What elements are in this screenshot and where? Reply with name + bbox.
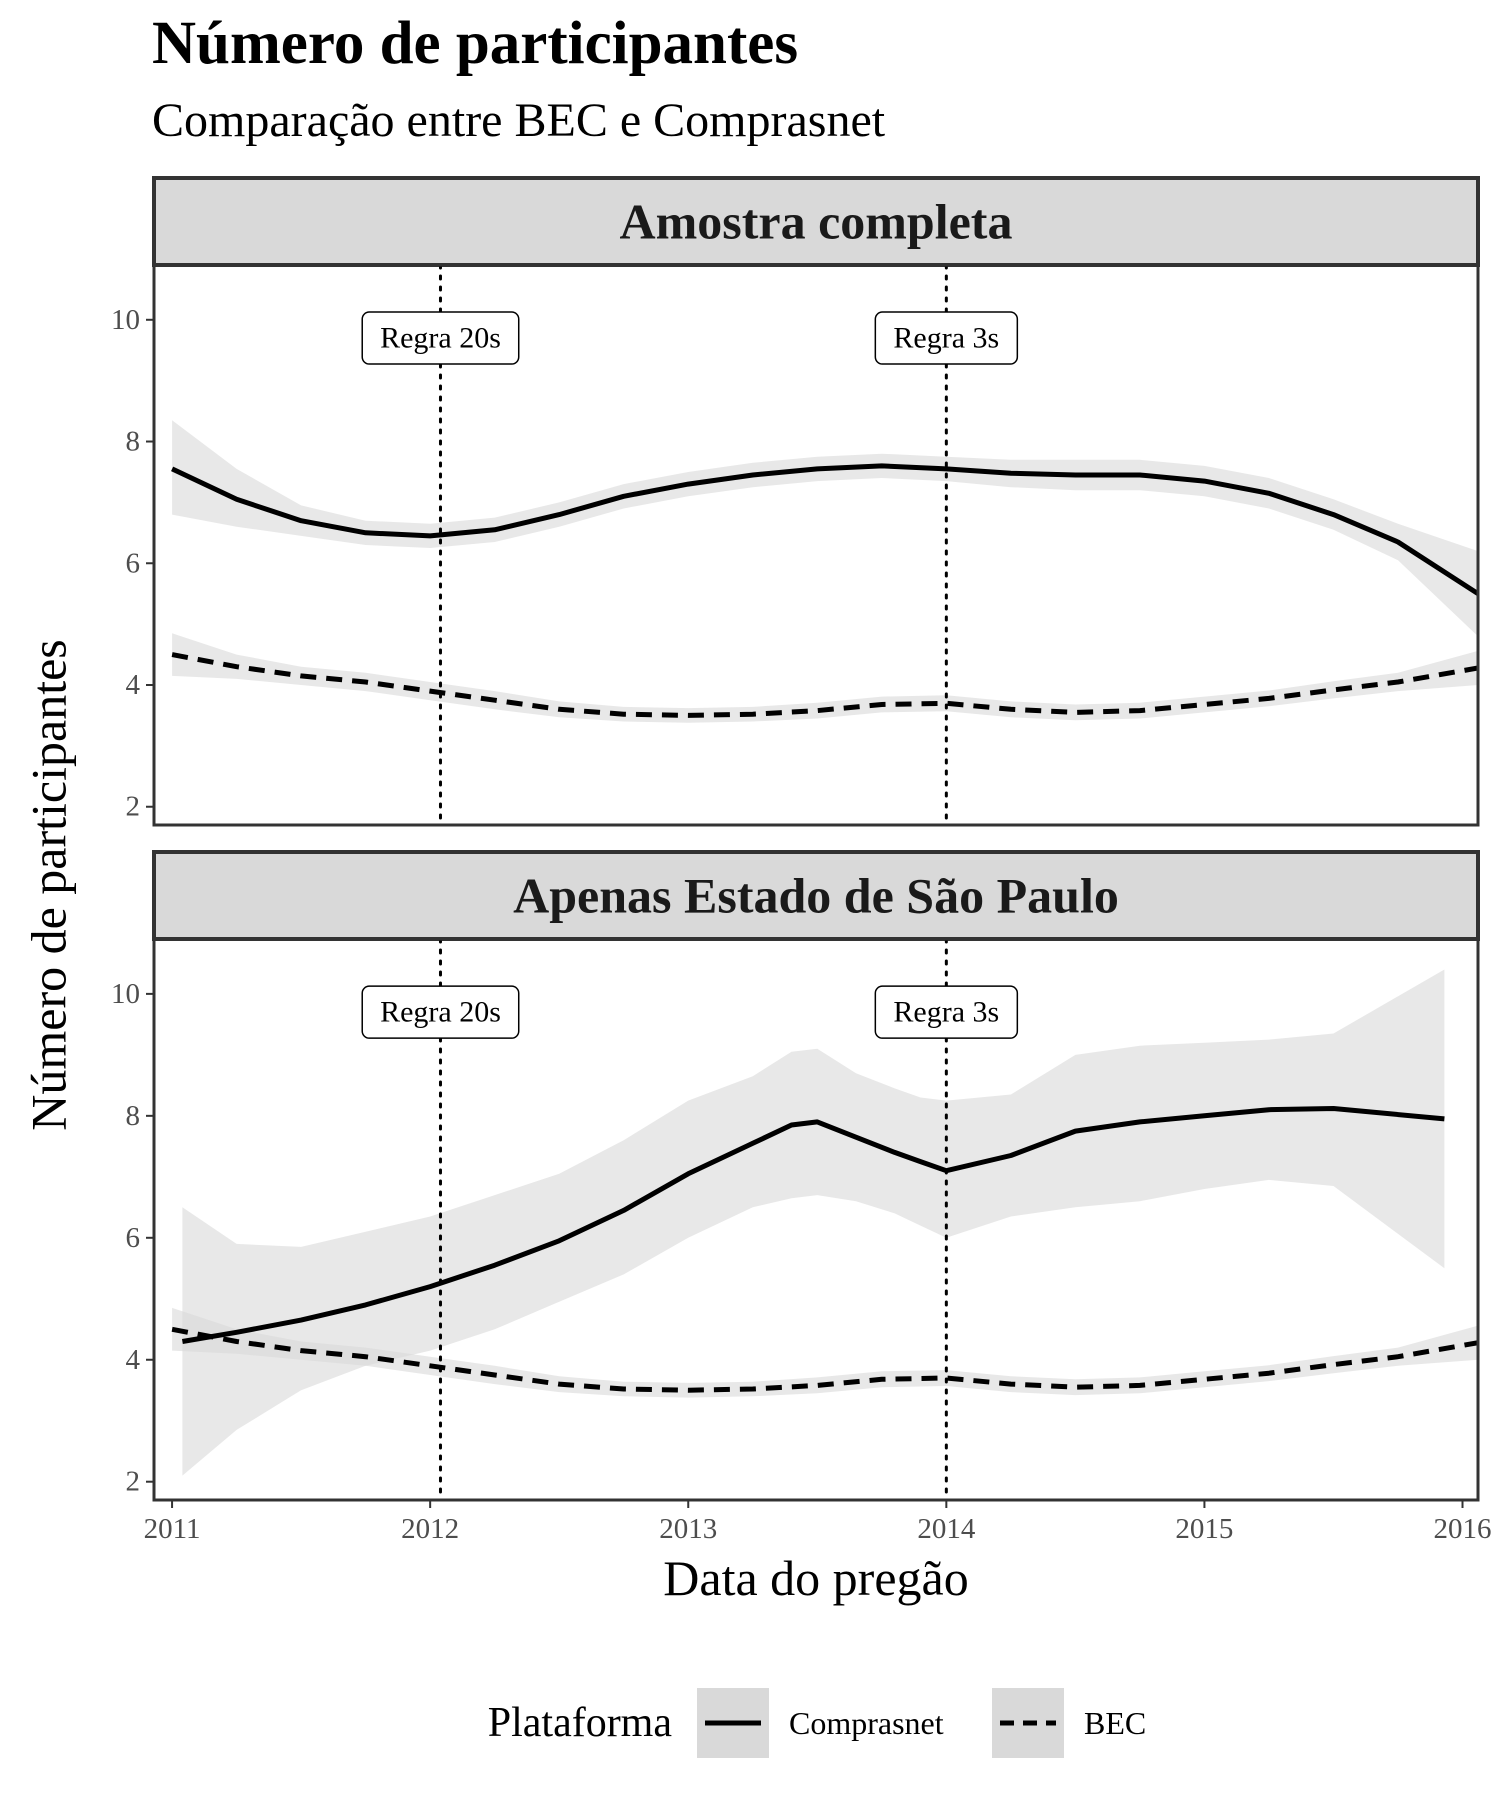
- series-line-comprasnet: [171, 463, 1478, 596]
- y-tick-label: 10: [111, 978, 140, 1010]
- legend-label-bec: BEC: [1084, 1705, 1146, 1741]
- panel-strip-label: Amostra completa: [620, 194, 1013, 250]
- annotation-box-1: [361, 311, 520, 365]
- y-tick-label: 8: [126, 426, 141, 458]
- y-axis-title: Número de participantes: [21, 639, 77, 1130]
- x-axis: 2011 2012 2013 2014 2015 2016: [144, 1500, 1492, 1545]
- y-tick-label: 2: [126, 791, 141, 823]
- panel-strip-label: Apenas Estado de São Paulo: [513, 868, 1119, 924]
- annotation-label-1: Regra 20s: [380, 996, 501, 1029]
- panel-plot-area: [171, 939, 1478, 1500]
- annotation-label-2: Regra 3s: [893, 322, 999, 355]
- annotation-label-2: Regra 3s: [893, 996, 999, 1029]
- y-tick-label: 2: [126, 1466, 141, 1498]
- confidence-band-comprasnet: [182, 969, 1445, 1476]
- annotation-label-1: Regra 20s: [380, 322, 501, 355]
- confidence-band-comprasnet: [172, 420, 1478, 637]
- annotation-box-2: [874, 311, 1019, 365]
- series-line-bec: [171, 652, 1478, 718]
- y-tick-label: 6: [126, 547, 141, 579]
- y-tick-label: 4: [126, 669, 141, 701]
- chart-title: Número de participantes: [152, 10, 799, 77]
- panel-2: Apenas Estado de São Paulo Regra 20s Regra…: [111, 850, 1480, 1502]
- panel-strip: [152, 850, 1480, 941]
- annotation-box-2: [874, 985, 1019, 1039]
- confidence-band-bec: [172, 633, 1478, 723]
- panel-border: [152, 263, 1480, 827]
- legend-title: Plataforma: [488, 1700, 673, 1746]
- panel-plot-area: [171, 265, 1478, 825]
- x-tick-label: 2014: [917, 1513, 976, 1545]
- panel-1: Amostra completa Regra 20s Regra 3s 2 4 6 8 10: [111, 176, 1480, 827]
- legend: Plataforma Comprasnet BEC: [488, 1688, 1146, 1758]
- x-tick-label: 2015: [1175, 1513, 1233, 1545]
- x-tick-label: 2016: [1434, 1513, 1492, 1545]
- y-tick-label: 4: [126, 1344, 141, 1376]
- y-tick-label: 10: [111, 304, 140, 336]
- panel-border: [152, 937, 1480, 1502]
- confidence-band-bec: [172, 1307, 1478, 1398]
- annotation-box-1: [361, 985, 520, 1039]
- y-tick-label: 8: [126, 1100, 141, 1132]
- legend-label-comprasnet: Comprasnet: [789, 1705, 944, 1741]
- x-axis-title: Data do pregão: [663, 1550, 968, 1606]
- x-tick-label: 2012: [401, 1513, 459, 1545]
- y-tick-label: 6: [126, 1222, 141, 1254]
- x-tick-label: 2013: [659, 1513, 717, 1545]
- x-tick-label: 2011: [144, 1513, 201, 1545]
- chart-subtitle: Comparação entre BEC e Comprasnet: [152, 94, 886, 147]
- series-line-comprasnet: [181, 1106, 1445, 1344]
- series-line-bec: [171, 1326, 1478, 1393]
